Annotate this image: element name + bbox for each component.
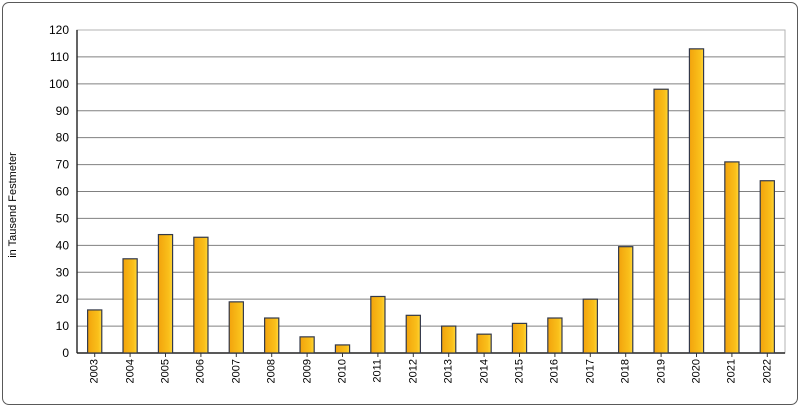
svg-text:30: 30: [56, 265, 70, 279]
svg-text:80: 80: [56, 131, 70, 145]
svg-text:0: 0: [62, 346, 69, 360]
svg-text:10: 10: [56, 319, 70, 333]
svg-text:90: 90: [56, 104, 70, 118]
svg-text:40: 40: [56, 238, 70, 252]
svg-text:70: 70: [56, 158, 70, 172]
svg-text:60: 60: [56, 185, 70, 199]
svg-text:50: 50: [56, 211, 70, 225]
svg-text:120: 120: [49, 23, 69, 37]
svg-text:100: 100: [49, 77, 69, 91]
svg-text:110: 110: [50, 50, 69, 64]
svg-text:20: 20: [56, 292, 70, 306]
